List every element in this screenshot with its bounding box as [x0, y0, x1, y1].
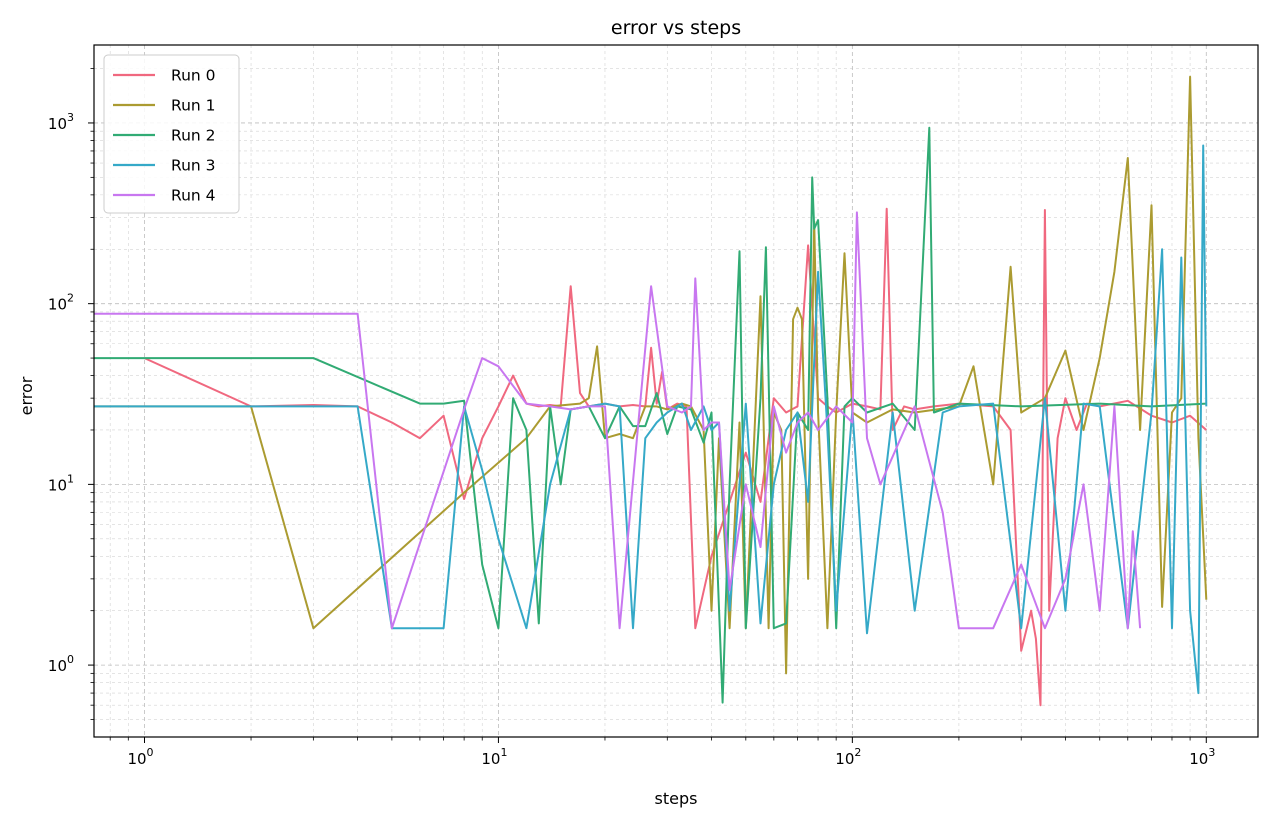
series-line-run-2 [94, 126, 1207, 704]
y-tick-label: 103 [48, 111, 74, 133]
legend-label: Run 0 [171, 67, 216, 85]
plot-frame [93, 44, 1259, 738]
x-tick-label: 103 [1189, 746, 1215, 768]
axis-ticks: 100 101 102 103 100 101 102 103 [48, 68, 1215, 768]
x-axis-label: steps [655, 789, 698, 808]
y-axis-label: error [17, 376, 36, 415]
chart-title: error vs steps [611, 17, 741, 39]
legend-label: Run 1 [171, 97, 216, 115]
x-tick-label: 101 [481, 746, 507, 768]
legend-label: Run 2 [171, 127, 216, 145]
legend-label: Run 4 [171, 187, 216, 205]
x-tick-label: 102 [835, 746, 861, 768]
series-line-run-1 [94, 75, 1208, 675]
y-tick-label: 100 [48, 653, 74, 675]
series-line-run-4 [94, 211, 1142, 630]
legend-box [103, 54, 240, 214]
x-tick-label: 100 [127, 746, 153, 768]
legend: Run 0 Run 1 Run 2 Run 3 Run 4 [103, 54, 240, 214]
y-tick-label: 102 [48, 292, 74, 314]
legend-label: Run 3 [171, 157, 216, 175]
y-tick-label: 101 [48, 472, 74, 494]
series-layer [94, 75, 1208, 707]
